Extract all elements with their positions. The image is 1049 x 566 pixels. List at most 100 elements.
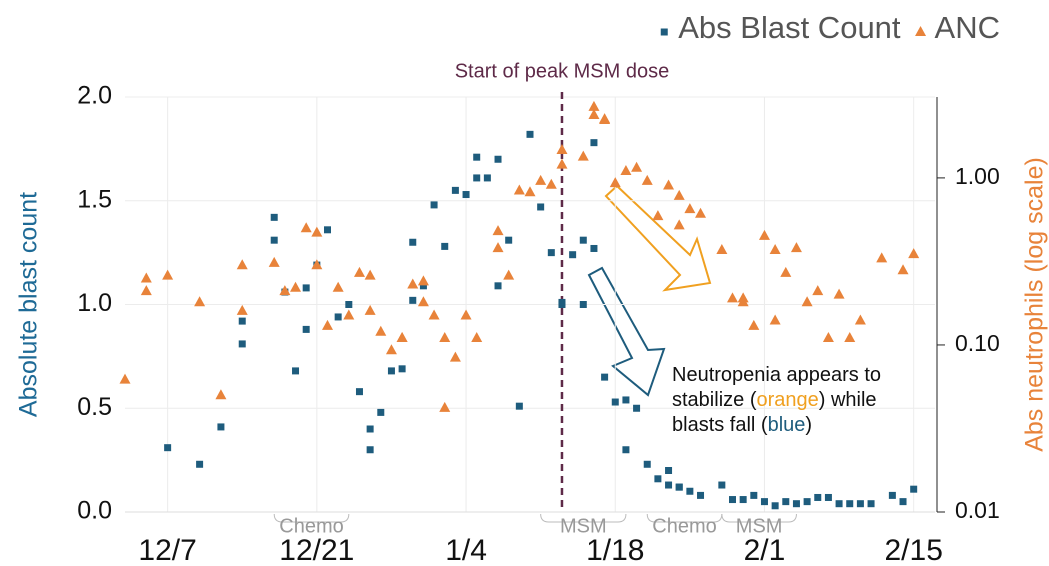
note-part: blasts fall ( (672, 414, 768, 436)
point (782, 498, 790, 506)
point (324, 226, 331, 234)
y-tick-label: 1.0 (77, 289, 112, 317)
point (888, 491, 896, 499)
x-tick-label: 2/15 (884, 534, 942, 566)
period-bracket (721, 513, 797, 523)
point (196, 460, 204, 468)
point (494, 155, 502, 163)
period-bracket (646, 513, 723, 523)
point (217, 423, 225, 431)
point (505, 236, 513, 244)
point (439, 401, 451, 412)
period-label: MSM (736, 515, 783, 537)
point (524, 186, 536, 197)
point (803, 498, 811, 506)
point (814, 493, 822, 501)
point (833, 288, 845, 299)
point (663, 179, 675, 190)
point (729, 496, 736, 504)
point (835, 500, 843, 508)
point (652, 210, 664, 221)
legend-label: ANC (935, 10, 1000, 45)
point (695, 207, 707, 218)
point (471, 332, 483, 343)
point (526, 130, 534, 138)
period-label: Chemo (652, 515, 716, 537)
y-axis-title: Absolute blast count (15, 192, 43, 417)
point (302, 325, 310, 333)
note-part: Neutropenia appears to (672, 364, 881, 386)
point (579, 236, 587, 244)
point (673, 189, 685, 200)
point (588, 108, 600, 119)
point (268, 256, 280, 267)
point (812, 285, 824, 296)
y2-tick-label: 0.10 (955, 330, 1000, 356)
point (407, 278, 419, 289)
point (590, 244, 598, 252)
point (377, 408, 385, 416)
point (590, 139, 598, 147)
point (876, 252, 888, 263)
point (366, 425, 374, 433)
period-bracket (540, 513, 627, 523)
y-tick-label: 0.5 (77, 393, 112, 421)
point (697, 491, 705, 499)
point (673, 219, 685, 230)
point (631, 161, 643, 172)
point (409, 238, 417, 246)
point (824, 493, 832, 501)
point (780, 266, 792, 277)
point (270, 213, 278, 221)
point (601, 373, 609, 381)
point (451, 186, 459, 194)
point (545, 178, 557, 189)
point (718, 481, 726, 489)
point (633, 404, 641, 412)
note-part: orange (756, 389, 818, 411)
point (238, 317, 246, 325)
point (792, 500, 800, 508)
point (513, 184, 525, 195)
point (364, 269, 376, 280)
point (748, 319, 760, 330)
point (140, 285, 152, 296)
point (515, 402, 523, 410)
point (343, 309, 355, 320)
legend-marker (660, 28, 668, 36)
orange-arrow (604, 184, 712, 292)
point (856, 500, 864, 508)
point (622, 396, 630, 404)
point (300, 222, 312, 233)
note-part: stabilize ( (672, 389, 757, 411)
point (387, 367, 395, 375)
legend-label: Abs Blast Count (678, 10, 901, 45)
point (611, 398, 619, 406)
point (483, 174, 491, 182)
point (684, 203, 696, 214)
point (385, 344, 397, 355)
point (238, 340, 246, 348)
period-label: MSM (560, 515, 607, 537)
point (771, 502, 779, 510)
point (355, 388, 363, 396)
point (492, 225, 504, 236)
point (353, 266, 365, 277)
point (556, 158, 568, 169)
point (665, 481, 673, 489)
point (654, 475, 662, 483)
point (236, 304, 248, 315)
annotation-text: Start of peak MSM dose (455, 60, 670, 82)
note-part: ) while (819, 389, 877, 411)
point (854, 314, 866, 325)
point (558, 301, 566, 308)
y2-axis-title: Abs neutrophils (log scale) (1021, 157, 1049, 452)
point (760, 498, 768, 506)
point (334, 313, 342, 321)
point (492, 242, 504, 253)
x-tick-label: 12/7 (138, 534, 196, 566)
point (441, 242, 449, 250)
point (577, 150, 589, 161)
point (396, 332, 408, 343)
point (739, 496, 747, 504)
